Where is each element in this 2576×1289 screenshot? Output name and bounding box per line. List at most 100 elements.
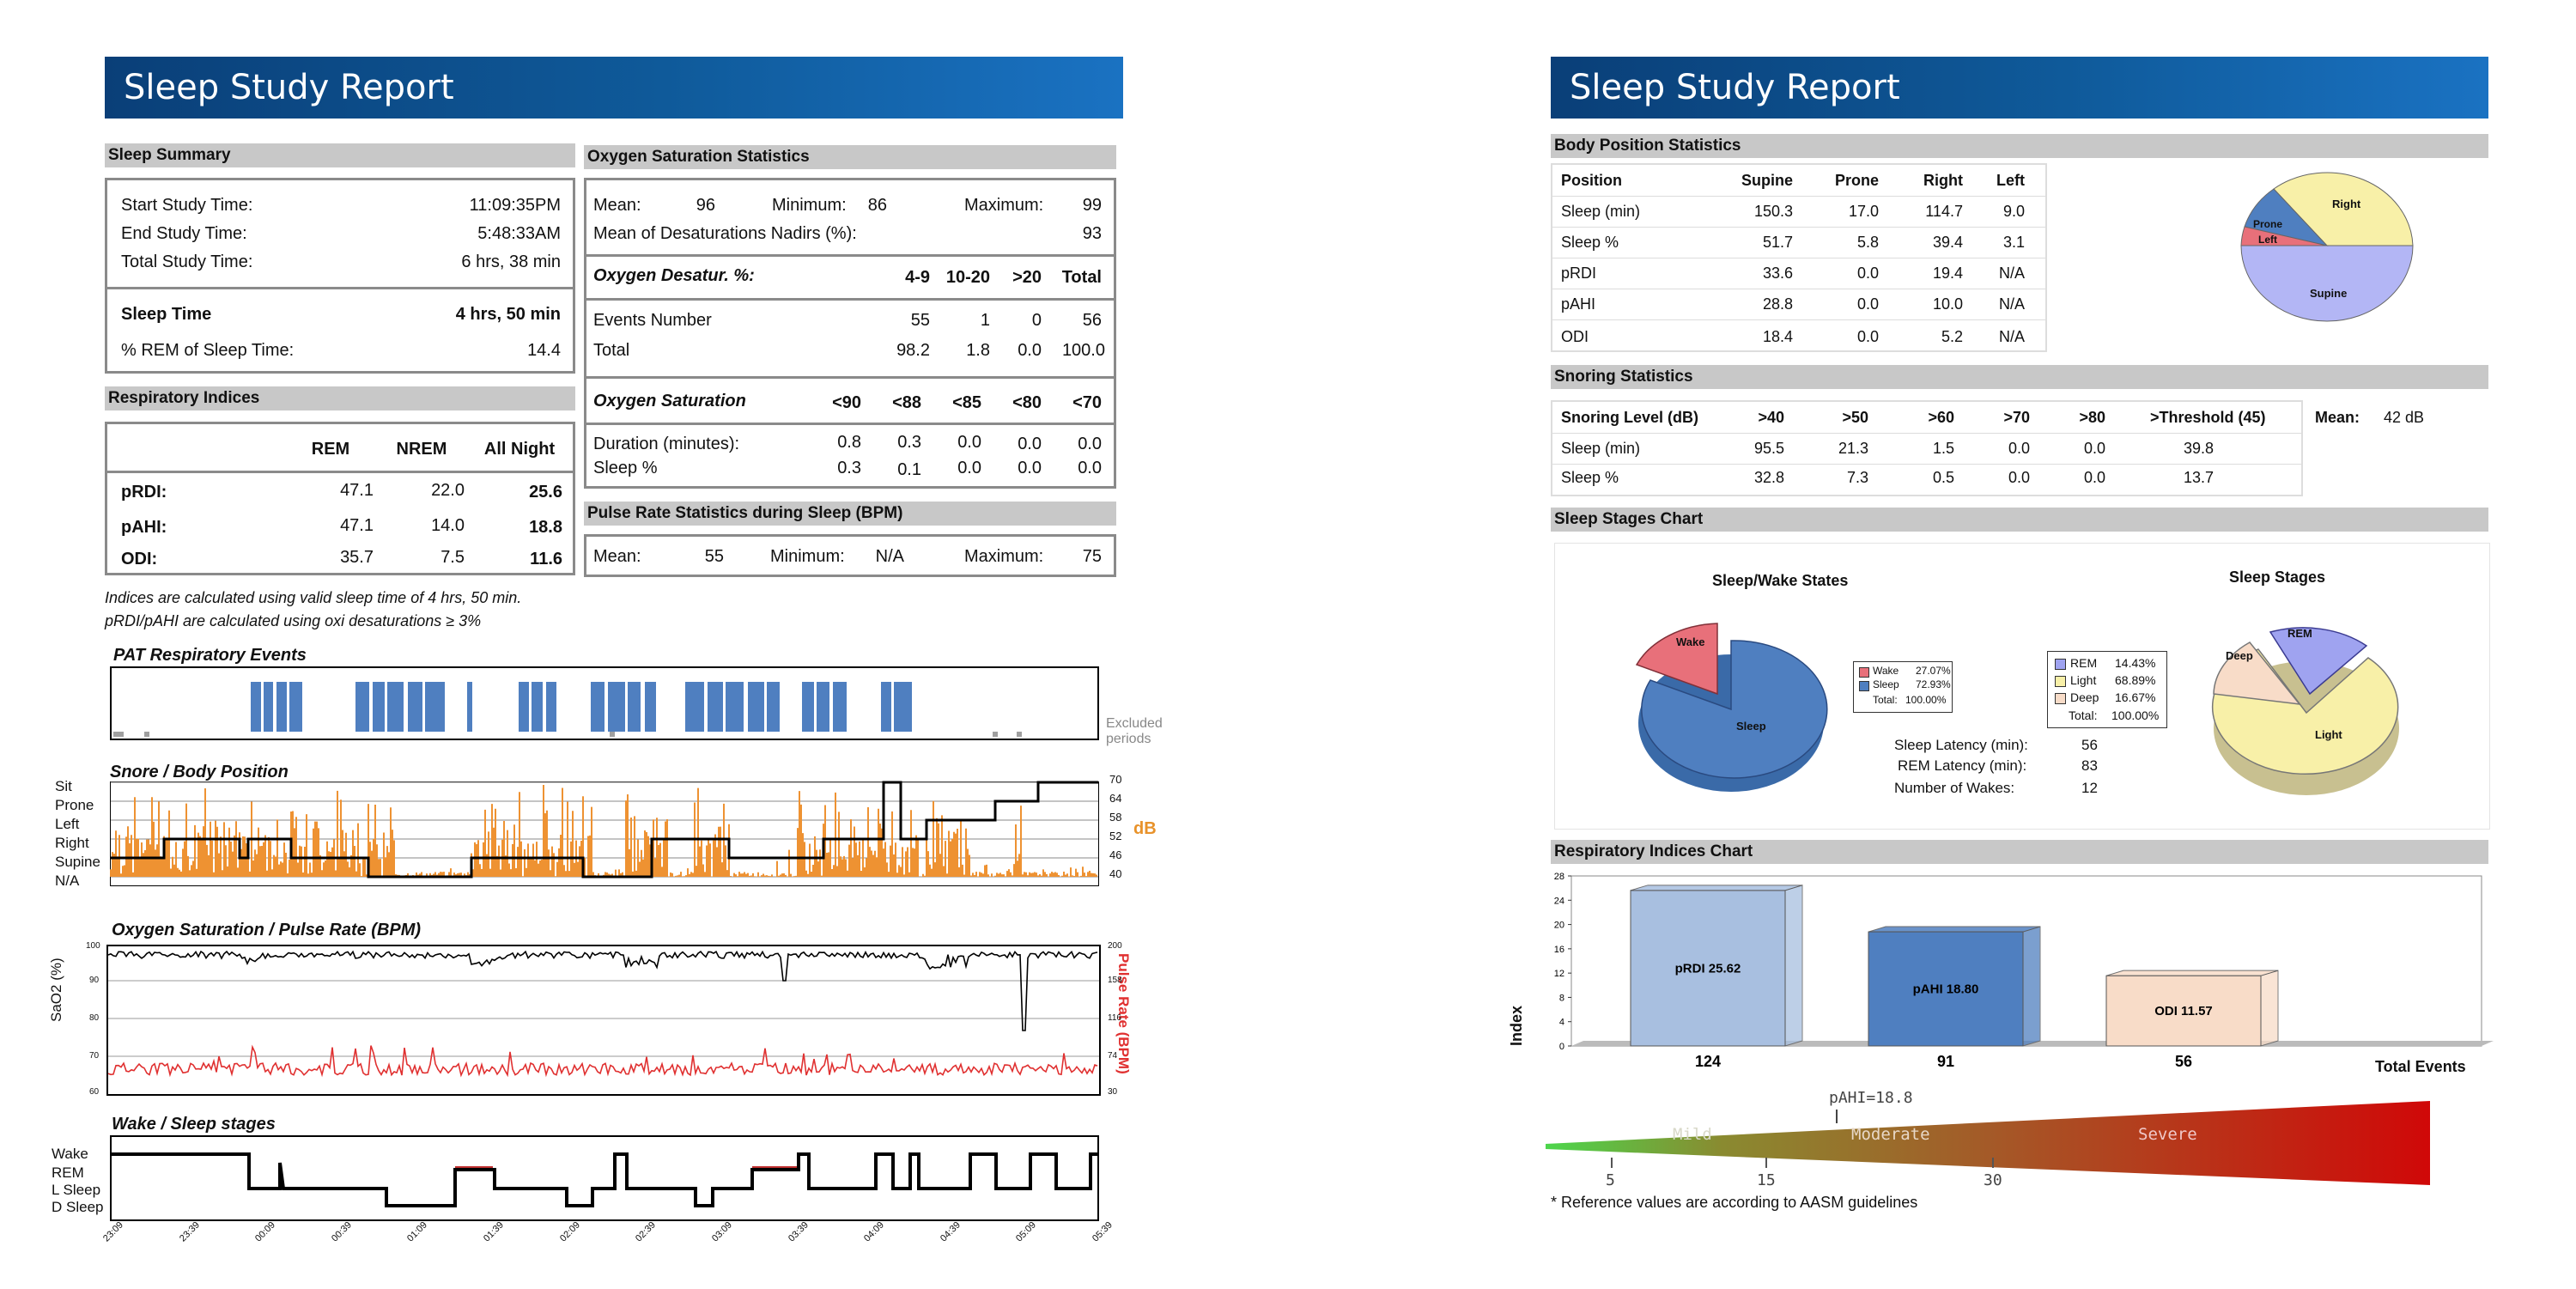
severity-label-15: 15 [1757,1171,1776,1189]
legend-ws-total: 100.00% [1905,694,1947,706]
pahi-label: pAHI: [121,518,167,537]
bar-0 [1630,890,1786,1047]
divider [1552,433,2301,434]
sn-r0-v5: 0.0 [2083,440,2105,457]
pat-event-gaps [261,682,894,732]
bp-r4-right: 5.2 [1941,328,1963,345]
duration-4: 0.0 [1018,435,1042,453]
pahi-nrem: 14.0 [431,516,465,535]
prdi-all: 25.6 [529,483,562,502]
sao2-tick-90: 90 [89,976,100,985]
pat-title: PAT Respiratory Events [113,646,307,665]
legend-st-total-label: Total: [2069,708,2098,722]
sn-h5: >80 [2079,409,2105,426]
bp-r3-left: N/A [1998,295,2025,313]
pulse-max: 75 [1082,547,1102,566]
legend-sleep-name: Sleep [1873,678,1899,690]
end-label: End Study Time: [121,224,247,243]
bp-r0-right: 114.7 [1925,203,1963,220]
legend-swatch-rem [2055,659,2066,670]
oxy-min: 86 [867,196,887,215]
events-1: 55 [910,311,930,330]
pie-label-right: Right [2332,198,2361,210]
oxy-min-label: Minimum: [772,196,847,215]
sleep-stages-pie [2211,627,2399,795]
index-axis-label: Index [1508,1005,1525,1046]
legend-swatch-deep [2055,693,2066,704]
time-tick-label: 05:09 [1014,1219,1039,1244]
bp-h-prone: Prone [1834,172,1879,189]
oxy-pulse-title: Oxygen Saturation / Pulse Rate (BPM) [112,921,422,939]
pat-events-plot [110,666,1099,740]
sao2-tick-70: 70 [89,1051,100,1061]
duration-5: 0.0 [1078,435,1102,453]
rem-latency-label: REM Latency (min): [1898,757,2027,774]
sn-r1-label: Sleep % [1561,469,1619,486]
legend-light-pct: 68.89% [2115,673,2156,687]
y-tick-label: 24 [1554,896,1564,906]
col-nrem: NREM [396,440,447,459]
rem-label: % REM of Sleep Time: [121,341,295,360]
respiratory-indices-heading: Respiratory Indices [105,386,575,410]
bar-top-2 [2105,970,2279,976]
rem-value: 14.4 [527,341,561,360]
pahi-marker: pAHI=18.8 [1829,1089,1913,1107]
wake-sleep-plot [110,1135,1099,1221]
wake-sleep-title: Wake / Sleep stages [112,1115,276,1134]
pulse-tick-200: 200 [1108,941,1122,951]
prdi-rem: 47.1 [340,481,374,500]
bp-r1-left: 3.1 [2002,234,2025,251]
oxy-pulse-plot [106,945,1101,1096]
oxy-max: 99 [1082,196,1102,215]
sleep-pct-3: 0.0 [957,459,981,477]
sn-h6: >Threshold (45) [2150,409,2266,426]
bp-r4-prone: 0.0 [1856,328,1879,345]
stage-deep: D Sleep [52,1199,104,1215]
divider [586,254,1114,257]
total-events-value: 124 [1695,1053,1721,1070]
y-tick-label: 16 [1554,945,1564,955]
oxy-mean-label: Mean: [593,196,641,215]
y-tick-label: 12 [1554,969,1564,979]
pulse-tick-74: 74 [1108,1051,1118,1061]
sleep-wake-title: Sleep/Wake States [1712,572,1849,589]
legend-rem-pct: 14.43% [2115,656,2156,670]
sn-r0-label: Sleep (min) [1561,440,1641,457]
time-tick-label: 03:09 [709,1219,734,1244]
position-na: N/A [55,873,80,889]
sat-title: Oxygen Saturation [593,392,746,410]
sao2-axis-label: SaO2 (%) [48,958,64,1022]
pie-light-label: Light [2315,728,2342,741]
sleep-stages-panel [1554,543,2490,830]
sn-r0-v2: 21.3 [1838,440,1868,457]
desat-h2: 10-20 [945,268,990,287]
time-tick-label: 02:39 [634,1219,659,1244]
desat-total-2: 1.8 [966,341,990,360]
bp-r1-label: Sleep % [1561,234,1619,251]
bp-h-position: Position [1561,172,1622,189]
sn-h1: >40 [1758,409,1784,426]
legend-ws-total-label: Total: [1873,694,1898,706]
bp-r0-prone: 17.0 [1848,203,1879,220]
total-events-value: 91 [1937,1053,1954,1070]
pie-slice-left [2240,226,2328,246]
severity-moderate: Moderate [1851,1125,1930,1144]
position-supine: Supine [55,854,100,870]
desat-total-3: 0.0 [1018,341,1042,360]
excluded-period-markers [113,732,1022,737]
db-tick-70: 70 [1109,773,1122,786]
sleep-wake-pie [1635,623,1828,792]
sao2-tick-80: 80 [89,1013,100,1023]
snore-signal [110,785,1097,877]
rem-latency-value: 83 [2081,757,2098,774]
bp-r2-right: 19.4 [1932,264,1963,282]
sn-r0-v4: 0.0 [2008,440,2030,457]
severity-tick-5 [1611,1158,1613,1168]
pulse-tick-116: 116 [1108,1013,1121,1023]
oxy-gridlines [108,980,1099,1057]
sat-h1: <90 [832,393,861,412]
position-prone: Prone [55,797,94,813]
left-report-title: Sleep Study Report [105,57,1123,119]
sleep-pct-2: 0.1 [897,460,921,479]
duration-1: 0.8 [837,433,861,452]
